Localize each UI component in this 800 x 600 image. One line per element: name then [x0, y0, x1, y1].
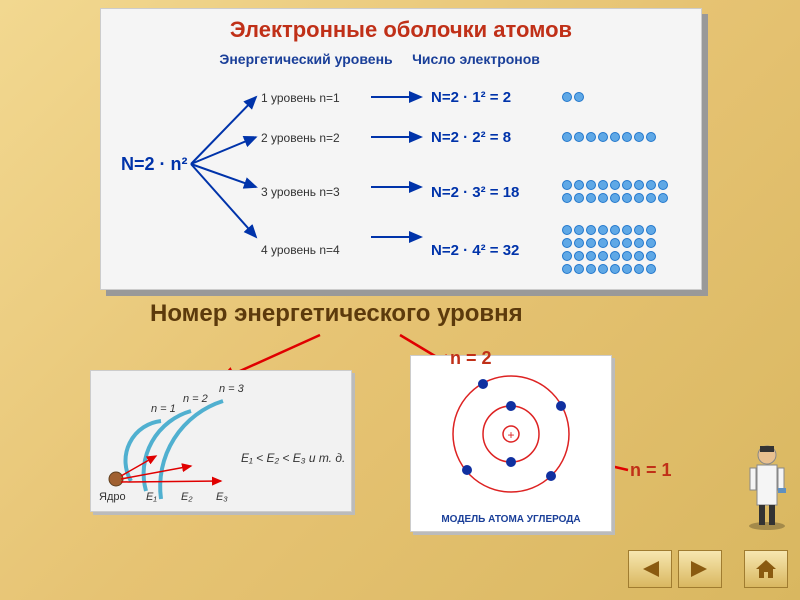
n2-pointer-label: n = 2: [450, 348, 492, 369]
scientist-character-icon: [742, 440, 792, 530]
triangle-right-icon: [689, 559, 711, 579]
n1-pointer-label: n = 1: [630, 460, 672, 481]
carbon-caption: МОДЕЛЬ АТОМА УГЛЕРОДА: [411, 514, 611, 525]
nav-next-button[interactable]: [678, 550, 722, 588]
energy-arcs-diagram: Ядро n = 1 n = 2 n = 3 E₁ E₂ E₃ E₁ < E₂ …: [90, 370, 352, 512]
n2-label: n = 2: [183, 393, 208, 405]
triangle-left-icon: [639, 559, 661, 579]
e2-label: E₂: [181, 491, 193, 503]
e3-label: E₃: [216, 491, 228, 503]
nucleus-label: Ядро: [99, 491, 126, 503]
home-icon: [754, 558, 778, 580]
n1-label: n = 1: [151, 403, 176, 415]
carbon-atom-model: + МОДЕЛЬ АТОМА УГЛЕРОДА: [410, 355, 612, 532]
nav-prev-button[interactable]: [628, 550, 672, 588]
n3-label: n = 3: [219, 383, 244, 395]
nav-home-button[interactable]: [744, 550, 788, 588]
inequality-label: E₁ < E₂ < E₃ и т. д.: [241, 451, 345, 465]
svg-text:+: +: [507, 428, 514, 442]
e1-label: E₁: [146, 491, 157, 503]
